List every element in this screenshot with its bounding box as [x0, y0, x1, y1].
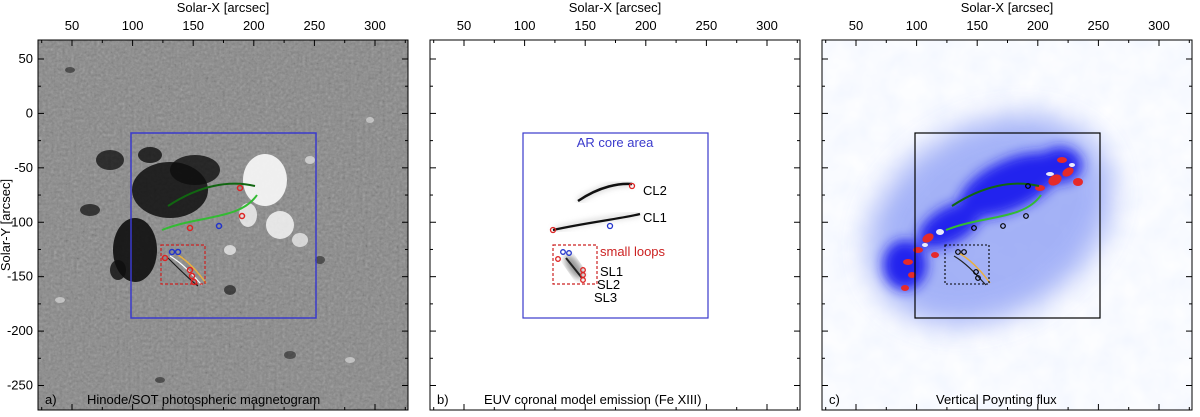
x-axis-title-a: Solar-X [arcsec]: [177, 0, 269, 15]
cl1-emission: [552, 212, 641, 232]
x-axis-title-b: Solar-X [arcsec]: [569, 0, 661, 15]
loop-cl1: [161, 194, 258, 231]
y-tick-label: 50: [19, 51, 33, 66]
x-tick-label: 250: [1088, 18, 1110, 33]
x-tick-label: 100: [906, 18, 928, 33]
ar-core-box-b: [522, 132, 709, 319]
y-tick-label: -250: [7, 378, 33, 393]
y-axis-title: Solar-Y [arcsec]: [0, 179, 13, 271]
x-tick-label: 200: [1027, 18, 1049, 33]
panel-c-caption: c): [829, 392, 840, 407]
panel-a-caption: a): [45, 392, 57, 407]
loop-cl2: [167, 182, 256, 207]
positive-polarity: [55, 117, 374, 363]
small-loops-label: small loops: [600, 244, 666, 259]
ar-core-box-c: [914, 132, 1101, 319]
panel-b-caption: b): [437, 392, 449, 407]
x-tick-label: 150: [966, 18, 988, 33]
small-loops-box: [160, 244, 206, 285]
y-tick-label: -200: [7, 323, 33, 338]
x-tick-label: 50: [849, 18, 863, 33]
y-tick-label: 0: [26, 105, 33, 120]
cl1-label: CL1: [643, 210, 667, 225]
x-tick-label: 150: [574, 18, 596, 33]
ar-core-label: AR core area: [577, 135, 654, 150]
panel-b-title: EUV coronal model emission (Fe XIII): [484, 392, 701, 407]
x-axis-title-c: Solar-X [arcsec]: [961, 0, 1053, 15]
x-tick-label: 300: [756, 18, 778, 33]
axis-ticks: 50 100 150 200 250 300 50 100 150 200 250 300 50 100 1…: [7, 18, 1192, 410]
sl1-label: SL1: [600, 264, 623, 279]
panel-a: a) Hinode/SOT photospheric magnetogram: [37, 39, 409, 411]
x-tick-label: 250: [696, 18, 718, 33]
x-tick-label: 300: [364, 18, 386, 33]
panel-a-title: Hinode/SOT photospheric magnetogram: [87, 392, 320, 407]
x-tick-label: 200: [243, 18, 265, 33]
x-tick-label: 150: [182, 18, 204, 33]
x-tick-label: 300: [1148, 18, 1170, 33]
x-tick-label: 50: [457, 18, 471, 33]
poynting-positive: [901, 157, 1083, 291]
x-tick-label: 250: [304, 18, 326, 33]
y-tick-label: -100: [7, 214, 33, 229]
negative-polarity: [65, 67, 325, 383]
y-tick-label: -50: [14, 160, 33, 175]
y-tick-label: -150: [7, 269, 33, 284]
panel-b: AR core area CL2 CL1 small loops SL1 SL2…: [429, 39, 801, 411]
cl2-emission: [577, 182, 633, 203]
ar-core-box: [130, 132, 317, 319]
x-tick-label: 200: [635, 18, 657, 33]
x-tick-label: 50: [65, 18, 79, 33]
panel-c-title: Vertical Poynting flux: [936, 392, 1057, 407]
sl3-label: SL3: [594, 290, 617, 305]
x-tick-label: 100: [122, 18, 144, 33]
cl2-label: CL2: [643, 183, 667, 198]
small-loops-box-b: [552, 244, 598, 285]
x-tick-label: 100: [514, 18, 536, 33]
panel-c: c) Vertical Poynting flux: [821, 39, 1193, 411]
sl2-label: SL2: [597, 277, 620, 292]
